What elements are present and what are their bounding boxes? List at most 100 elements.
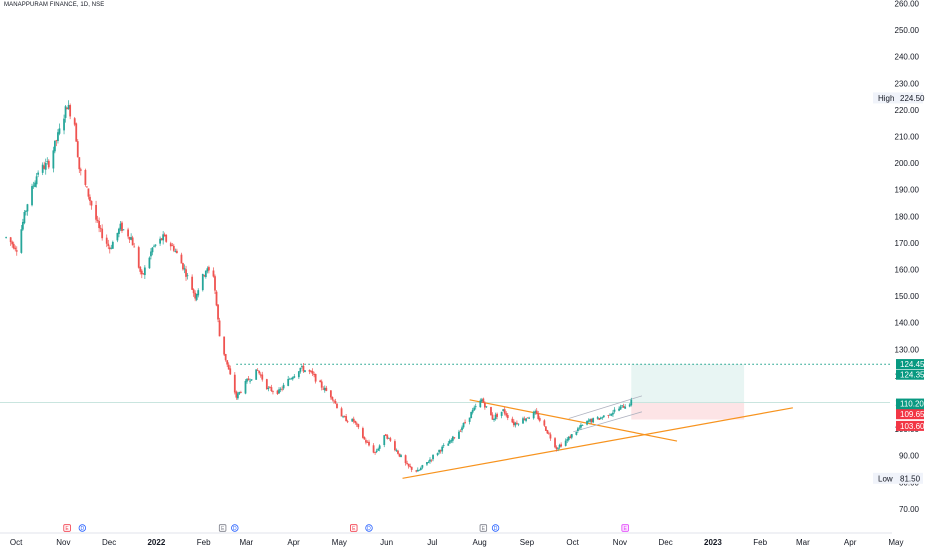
candle-body [258,370,261,374]
price-tag-bg [896,409,924,420]
candle-body [261,374,264,380]
candle-body [223,336,226,355]
high-low-tag-bg [873,92,923,104]
candle-body [142,273,145,275]
candle-body [613,409,616,412]
candle-body [558,444,561,448]
candle-body [31,186,33,206]
x-tick-label: 2023 [704,538,722,547]
x-tick-label: May [332,538,347,547]
candle-body [580,424,582,428]
y-tick-label: 220.00 [895,106,920,115]
candle-body [133,246,136,248]
candle-body [212,270,215,277]
candle-body [517,423,520,425]
candle-body [153,245,155,247]
candle-body [235,391,238,398]
candle-body [506,415,509,419]
candle-body [363,437,366,440]
candle-body [297,371,300,378]
candle-body [250,379,253,381]
candle-body [365,440,367,443]
candle-body [355,423,358,425]
candle-body [229,368,232,375]
candle-body [154,244,157,246]
candle-body [143,267,146,276]
price-tag-bg [896,420,924,431]
candle-body [122,229,125,231]
candle-body [512,421,515,426]
y-tick-label: 240.00 [895,53,920,62]
candle-body [630,399,633,406]
candle-body [43,165,46,169]
candle-body [291,377,294,380]
candle-body [439,450,442,452]
candle-body [458,431,460,439]
x-tick-label: Feb [753,538,767,547]
candle-body [207,267,210,271]
candle-body [590,419,593,423]
candle-body [73,118,76,125]
candle-body [619,406,622,410]
candle-body [430,459,433,461]
candle-body [201,273,204,291]
candle-body [441,446,444,452]
candle-body [345,416,348,422]
candle-body [163,234,166,237]
candle-body [52,150,55,169]
candle-body [368,441,370,446]
candle-body [311,371,314,374]
candle-body [58,128,61,134]
candle-body [282,384,285,389]
event-marker-letter: D [81,526,85,532]
candle-body [240,392,242,394]
candle-body [427,462,430,463]
candle-body [255,369,258,380]
candle-body [288,378,291,380]
y-tick-label: 130.00 [895,345,920,354]
candle-body [459,430,462,432]
candle-body [159,238,162,244]
channel-line [568,395,643,419]
candle-body [238,391,241,394]
x-tick-label: Apr [844,538,857,547]
candle-body [194,292,197,299]
candle-body [534,411,537,413]
candle-body [621,405,624,407]
candle-body [570,434,573,438]
x-tick-label: Nov [56,538,70,547]
candle-body [244,380,247,394]
y-tick-label: 140.00 [895,319,920,328]
candle-body [313,374,316,376]
candle-body [450,440,453,442]
candle-body [334,401,337,404]
price-tag-value: 124.35 [900,371,925,380]
candle-body [628,404,631,407]
candle-body [32,185,35,187]
candle-body [480,399,483,402]
candle-body [462,422,465,428]
candle-body [55,140,58,142]
candle-body [259,374,262,376]
candle-body [409,465,412,467]
candle-body [592,418,595,423]
event-marker-letter: E [352,526,356,532]
candle-body [5,237,7,238]
candle-body [140,270,143,275]
candle-body [378,445,381,449]
candle-body [12,243,15,249]
high-low-label: High [878,94,894,103]
candle-body [246,378,248,382]
candle-body [549,434,552,439]
candle-body [366,442,369,443]
candle-body [442,445,445,447]
candle-body [99,227,102,229]
candle-body [119,223,122,230]
candle-body [503,409,506,414]
candle-body [586,420,588,425]
candle-body [511,418,514,423]
candle-body [127,229,129,237]
candle-body [272,391,274,393]
